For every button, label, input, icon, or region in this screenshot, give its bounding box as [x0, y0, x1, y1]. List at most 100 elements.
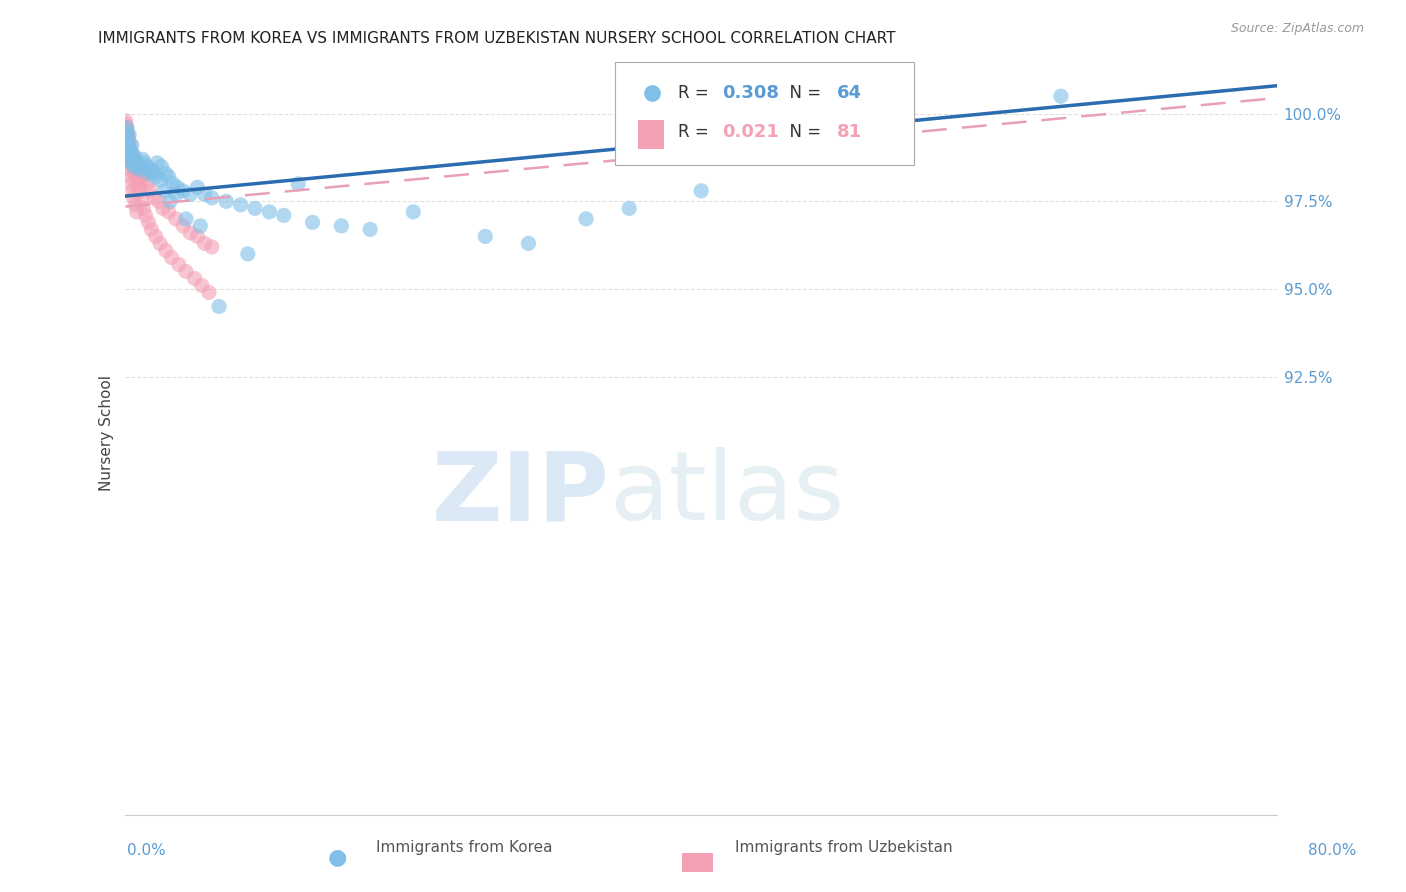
Point: [1050, 89, 1073, 103]
Point: [229, 198, 252, 212]
Point: [117, 128, 139, 142]
Point: [122, 159, 145, 173]
Point: [115, 120, 138, 135]
Point: [139, 184, 162, 198]
Text: IMMIGRANTS FROM KOREA VS IMMIGRANTS FROM UZBEKISTAN NURSERY SCHOOL CORRELATION C: IMMIGRANTS FROM KOREA VS IMMIGRANTS FROM…: [98, 31, 896, 46]
Point: [124, 198, 146, 212]
Point: [155, 166, 177, 180]
Text: atlas: atlas: [609, 447, 844, 541]
Point: [117, 149, 139, 163]
Text: Immigrants from Korea: Immigrants from Korea: [375, 840, 553, 855]
Point: [167, 257, 190, 271]
Point: [115, 124, 138, 138]
Point: [135, 208, 157, 222]
Text: 0.021: 0.021: [721, 123, 779, 142]
Point: [115, 128, 138, 142]
Point: [146, 156, 169, 170]
Point: [117, 142, 139, 156]
Point: [127, 159, 149, 173]
Text: 0.0%: 0.0%: [127, 843, 166, 858]
Point: [150, 159, 173, 173]
Point: [179, 226, 201, 240]
Point: [160, 251, 183, 265]
Point: [474, 229, 496, 244]
Point: [114, 117, 136, 131]
Point: [121, 184, 143, 198]
Point: [131, 194, 153, 209]
Point: [117, 135, 139, 149]
Point: [115, 124, 138, 138]
Point: [517, 236, 540, 251]
Point: [149, 236, 172, 251]
Point: [120, 153, 142, 167]
Point: [138, 215, 160, 229]
Point: [157, 169, 180, 184]
Point: [115, 138, 138, 153]
Point: [132, 173, 155, 187]
Text: R =: R =: [678, 84, 714, 102]
Point: [259, 205, 281, 219]
Point: [127, 159, 149, 173]
Text: N =: N =: [779, 123, 827, 142]
Point: [118, 145, 141, 160]
Point: [115, 131, 138, 145]
Point: [141, 162, 163, 177]
Point: [201, 191, 224, 205]
Point: [174, 264, 197, 278]
Point: [115, 135, 138, 149]
Text: 0.308: 0.308: [721, 84, 779, 102]
Text: N =: N =: [779, 84, 827, 102]
Point: [118, 145, 141, 160]
Point: [143, 191, 166, 205]
Point: [125, 166, 148, 180]
Point: [172, 219, 194, 233]
Point: [117, 142, 139, 156]
Point: [132, 202, 155, 216]
Text: ZIP: ZIP: [432, 447, 609, 541]
Point: [359, 222, 381, 236]
Point: [120, 162, 142, 177]
Point: [162, 177, 184, 191]
Point: [122, 159, 145, 173]
Point: [124, 153, 146, 167]
Point: [117, 142, 139, 156]
Point: [118, 128, 141, 142]
Point: [575, 211, 598, 226]
Point: [159, 194, 181, 209]
Text: R =: R =: [678, 123, 714, 142]
Point: [273, 208, 295, 222]
Point: [179, 187, 201, 202]
FancyBboxPatch shape: [614, 62, 914, 165]
Point: [194, 187, 217, 202]
Point: [402, 205, 425, 219]
Point: [121, 149, 143, 163]
Text: ●: ●: [328, 847, 347, 867]
Point: [117, 131, 139, 145]
Text: 80.0%: 80.0%: [1309, 843, 1357, 858]
Point: [134, 166, 156, 180]
Point: [118, 138, 141, 153]
Point: [132, 153, 155, 167]
Point: [186, 229, 208, 244]
FancyBboxPatch shape: [638, 120, 664, 149]
Point: [149, 173, 172, 187]
Point: [115, 120, 138, 135]
Point: [129, 184, 152, 198]
Point: [145, 229, 167, 244]
Point: [118, 156, 141, 170]
Point: [155, 244, 177, 258]
Point: [120, 145, 142, 160]
Text: Source: ZipAtlas.com: Source: ZipAtlas.com: [1230, 22, 1364, 36]
Point: [128, 162, 150, 177]
Point: [125, 205, 148, 219]
Point: [115, 120, 138, 135]
Point: [128, 169, 150, 184]
Point: [141, 222, 163, 236]
Point: [136, 177, 159, 191]
Point: [117, 138, 139, 153]
Point: [122, 149, 145, 163]
Point: [136, 159, 159, 173]
Point: [243, 202, 266, 216]
Point: [117, 142, 139, 156]
Point: [145, 169, 167, 184]
